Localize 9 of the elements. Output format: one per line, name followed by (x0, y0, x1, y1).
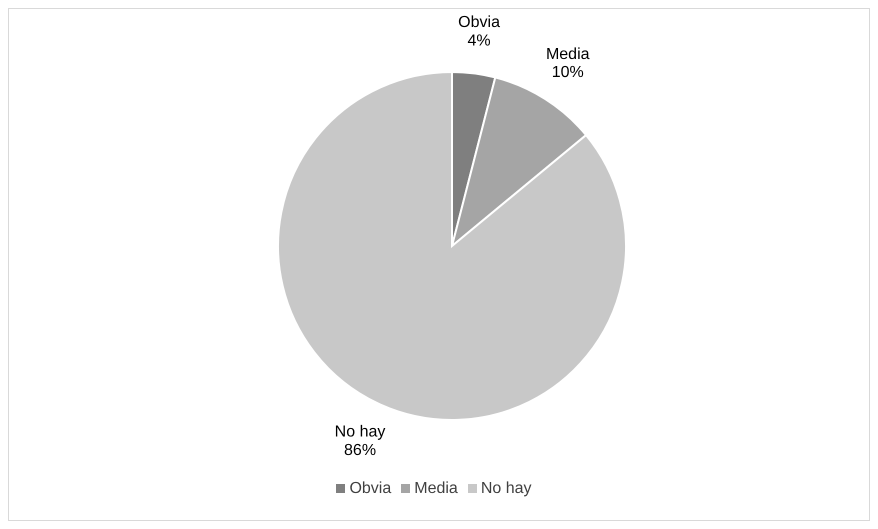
legend-label: Obvia (349, 480, 392, 497)
data-label: 10% (552, 64, 584, 82)
slice-label: Media (546, 46, 590, 63)
slice-label: No hay (334, 424, 386, 441)
legend-label: No hay (480, 480, 532, 497)
data-label: 86% (344, 442, 376, 460)
slice-label: Obvia (458, 14, 500, 31)
data-label: 4% (468, 32, 491, 50)
legend-label: Media (414, 480, 458, 497)
